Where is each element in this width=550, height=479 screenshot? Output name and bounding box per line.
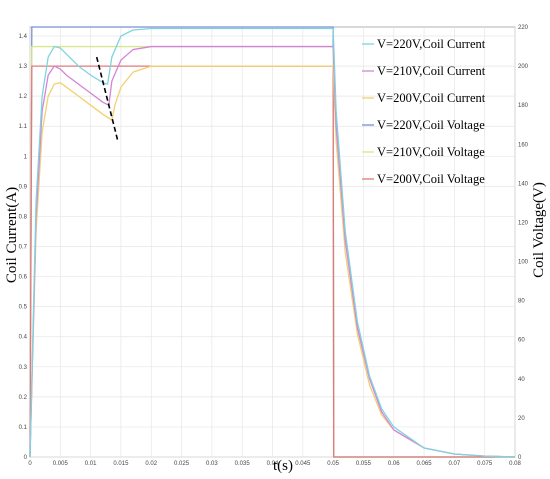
y-left-tick-label: 0.9 (19, 184, 28, 190)
series-lines (29, 26, 516, 458)
y-right-tick-label: 200 (518, 64, 529, 70)
y-left-tick-label: 0.7 (19, 245, 28, 251)
y-left-tick-label: 0.5 (19, 305, 28, 311)
series-line-2 (29, 45, 516, 458)
annotation (95, 56, 119, 142)
x-tick-label: 0.03 (206, 461, 218, 467)
y-right-tick-label: 60 (518, 338, 525, 344)
x-tick-label: 0.025 (174, 461, 190, 467)
y-left-tick-label: 0.1 (19, 425, 28, 431)
x-tick-label: 0.035 (235, 461, 251, 467)
y-left-tick-label: 1.2 (19, 94, 28, 100)
legend: V=220V,Coil Current V=210V,Coil Current V=… (362, 37, 486, 186)
y-right-tick-label: 80 (518, 299, 525, 305)
y-left-tick-label: 1.4 (19, 34, 28, 40)
x-tick-label: 0.07 (449, 461, 461, 467)
legend-label: V=210V,Coil Voltage (377, 145, 485, 159)
series-line-3 (29, 65, 516, 458)
y-right-tick-label: 20 (518, 416, 525, 422)
y-left-axis-ticks: 0 0.1 0.2 0.3 0.4 0.5 0.6 0.7 0.8 0.9 1 1.1 1.2 1.3 1.… (19, 34, 28, 461)
x-tick-label: 0.005 (53, 461, 69, 467)
y-left-tick-label: 0 (24, 455, 28, 461)
x-tick-label: 0.065 (417, 461, 433, 467)
y-left-axis-label: Coil Current(A) (4, 187, 20, 283)
legend-label: V=200V,Coil Current (377, 91, 486, 105)
legend-label: V=220V,Coil Voltage (377, 118, 485, 132)
y-right-tick-label: 100 (518, 260, 529, 266)
y-right-tick-label: 0 (518, 455, 522, 461)
x-axis-ticks: 0 0.005 0.01 0.015 0.02 0.025 0.03 0.035 0.04 0.0… (28, 461, 521, 467)
annotation-dashed-line (95, 56, 119, 142)
y-left-tick-label: 0.3 (19, 365, 28, 371)
y-right-tick-label: 40 (518, 377, 525, 383)
x-tick-label: 0.01 (85, 461, 97, 467)
y-right-tick-label: 120 (518, 220, 529, 226)
x-tick-label: 0.015 (113, 461, 129, 467)
y-left-tick-label: 1.1 (19, 124, 28, 130)
legend-label: V=210V,Coil Current (377, 64, 486, 78)
grid (29, 27, 516, 458)
y-left-tick-label: 1.3 (19, 64, 28, 70)
y-left-tick-label: 0.8 (19, 214, 28, 220)
x-tick-label: 0.05 (327, 461, 339, 467)
legend-label: V=200V,Coil Voltage (377, 172, 485, 186)
x-tick-label: 0.08 (509, 461, 521, 467)
y-right-axis-label: Coil Voltage(V) (531, 182, 547, 278)
x-axis-label: t(s) (273, 458, 293, 474)
y-left-tick-label: 0.6 (19, 275, 28, 281)
y-left-tick-label: 1 (24, 154, 28, 160)
y-right-tick-label: 140 (518, 181, 529, 187)
y-left-tick-label: 0.4 (19, 335, 28, 341)
x-tick-label: 0 (28, 461, 32, 467)
y-left-tick-label: 0.2 (19, 395, 28, 401)
x-tick-label: 0.075 (477, 461, 493, 467)
x-tick-label: 0.055 (356, 461, 372, 467)
x-tick-label: 0.02 (145, 461, 157, 467)
y-right-tick-label: 220 (518, 25, 529, 31)
x-tick-label: 0.04 (267, 461, 279, 467)
x-tick-label: 0.045 (295, 461, 311, 467)
x-tick-label: 0.06 (388, 461, 400, 467)
y-right-axis-ticks: 0 20 40 60 80 100 120 140 160 180 200 220 (518, 25, 529, 461)
legend-label: V=220V,Coil Current (377, 37, 486, 51)
y-right-tick-label: 180 (518, 103, 529, 109)
y-right-tick-label: 160 (518, 142, 529, 148)
series-line-1 (29, 27, 516, 458)
